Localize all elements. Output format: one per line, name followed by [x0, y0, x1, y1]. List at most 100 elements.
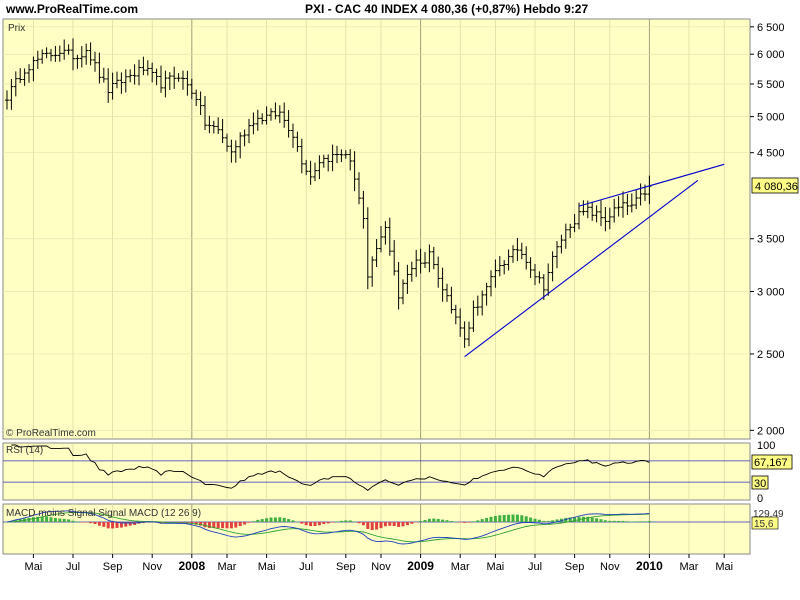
macd-histogram-bar	[375, 522, 379, 530]
x-tick-label: 2010	[636, 559, 663, 573]
macd-histogram-bar	[348, 520, 352, 522]
macd-histogram-bar	[339, 520, 343, 522]
macd-histogram-bar	[207, 522, 211, 528]
x-tick-label: Nov	[600, 561, 620, 573]
macd-histogram-bar	[603, 520, 607, 522]
y-tick-label: 4 500	[757, 148, 785, 160]
x-tick-label: Mai	[715, 561, 733, 573]
macd-histogram-bar	[256, 519, 260, 522]
macd-histogram-bar	[458, 522, 462, 523]
price-gridlines	[3, 26, 750, 431]
x-tick-label: 2009	[407, 559, 434, 573]
y-tick-label: 2 000	[757, 425, 785, 437]
macd-histogram-bar	[278, 517, 282, 522]
macd-histogram-bar	[441, 519, 445, 522]
macd-histogram-bar	[282, 517, 286, 522]
macd-histogram-bar	[445, 520, 449, 522]
x-tick-label: Mar	[218, 561, 237, 573]
rsi-30-box	[751, 475, 769, 490]
y-axis-ticks: 6 500 6 000 5 500 5 000 4 500 3 500 3 000 2 500…	[750, 22, 785, 505]
price-panel-label: Prix	[8, 23, 25, 34]
macd-histogram-bar	[608, 520, 612, 522]
macd-histogram-bar	[58, 518, 62, 522]
x-tick-label: 2008	[178, 559, 205, 573]
macd-histogram-bar	[524, 516, 528, 522]
x-tick-label: Mar	[451, 561, 470, 573]
macd-histogram-bar	[62, 518, 66, 522]
macd-histogram-bar	[498, 515, 502, 522]
macd-histogram-bar	[476, 520, 480, 522]
macd-histogram-bar	[432, 518, 436, 522]
macd-histogram-bar	[67, 519, 71, 522]
trendline	[578, 163, 725, 207]
macd-histogram-bar	[89, 522, 93, 524]
macd-histogram-bar	[269, 517, 273, 522]
macd-histogram-bar	[124, 522, 128, 527]
macd-histogram-bar	[331, 522, 335, 523]
macd-histogram-bar	[295, 521, 299, 523]
macd-histogram-bar	[36, 516, 40, 522]
macd-histogram-bar	[485, 517, 489, 522]
macd-histogram-bar	[247, 522, 251, 523]
price-bars	[5, 38, 652, 348]
macd-histogram-bar	[493, 515, 497, 522]
macd-histogram-bar	[251, 521, 255, 522]
macd-histogram-bar	[581, 516, 585, 522]
rsi-last-label: 67,167	[754, 457, 788, 469]
macd-histogram-bar	[84, 522, 88, 523]
y-tick-label: 6 000	[757, 49, 785, 61]
vertical-gridlines	[33, 19, 725, 554]
macd-histogram-bar	[551, 520, 555, 522]
macd-histogram-bar	[80, 522, 84, 523]
macd-histogram-bar	[300, 522, 304, 524]
macd-histogram-bar	[185, 522, 189, 524]
macd-histogram-bar	[410, 522, 414, 524]
x-tick-label: Mai	[258, 561, 276, 573]
macd-histogram-bar	[555, 519, 559, 522]
y-tick-label: 2 500	[757, 349, 785, 361]
x-axis-ticks: Mai Jul Sep Nov 2008 Mar Mai Jul Sep Nov 2009 Mar Ma…	[25, 554, 733, 573]
macd-histogram-bar	[212, 522, 216, 529]
macd-histogram-bar	[590, 517, 594, 522]
macd-histogram-bar	[326, 522, 330, 524]
y-tick-label: 5 500	[757, 79, 785, 91]
y-tick-label: 3 000	[757, 287, 785, 299]
macd-histogram-bar	[71, 520, 75, 522]
macd-histogram-bar	[243, 522, 247, 525]
macd-histogram-bar	[370, 522, 374, 530]
last-price-label: 4 080,36	[755, 181, 798, 193]
macd-histogram-bar	[273, 517, 277, 522]
macd-histogram-bar	[520, 515, 524, 522]
macd-histogram-bar	[229, 522, 233, 529]
macd-histogram-bar	[529, 517, 533, 522]
macd-histogram-bar	[265, 518, 269, 522]
macd-histogram-bar	[5, 522, 9, 523]
macd-histogram-bar	[546, 520, 550, 522]
macd-histogram-bar	[75, 521, 79, 523]
macd-histogram-bar	[405, 522, 409, 526]
macd-histogram-bar	[225, 522, 229, 529]
macd-last-label-1: 129,49	[753, 509, 784, 520]
macd-histogram-bar	[647, 521, 651, 522]
macd-histogram-bar	[221, 522, 225, 529]
trendlines	[464, 163, 725, 358]
macd-histogram-bar	[419, 520, 423, 522]
macd-histogram-bar	[612, 520, 616, 522]
macd-last-box	[751, 516, 779, 530]
macd-histogram-bar	[49, 517, 53, 522]
x-tick-label: Nov	[142, 561, 162, 573]
macd-histogram-bar	[344, 520, 348, 522]
macd-histogram-bar	[542, 520, 546, 522]
rsi-series	[3, 444, 750, 491]
macd-histogram-bar	[53, 517, 57, 522]
macd-histogram-bar	[568, 517, 572, 522]
last-price-box	[751, 177, 799, 194]
macd-line	[6, 510, 650, 545]
macd-histogram-bar	[511, 514, 515, 522]
macd-histogram-bar	[423, 520, 427, 522]
rsi-last-box	[751, 454, 793, 470]
macd-histogram-bar	[401, 522, 405, 527]
rsi-tick-label: 0	[757, 493, 763, 505]
y-tick-label: 3 500	[757, 234, 785, 246]
macd-histogram-bar	[234, 522, 238, 528]
